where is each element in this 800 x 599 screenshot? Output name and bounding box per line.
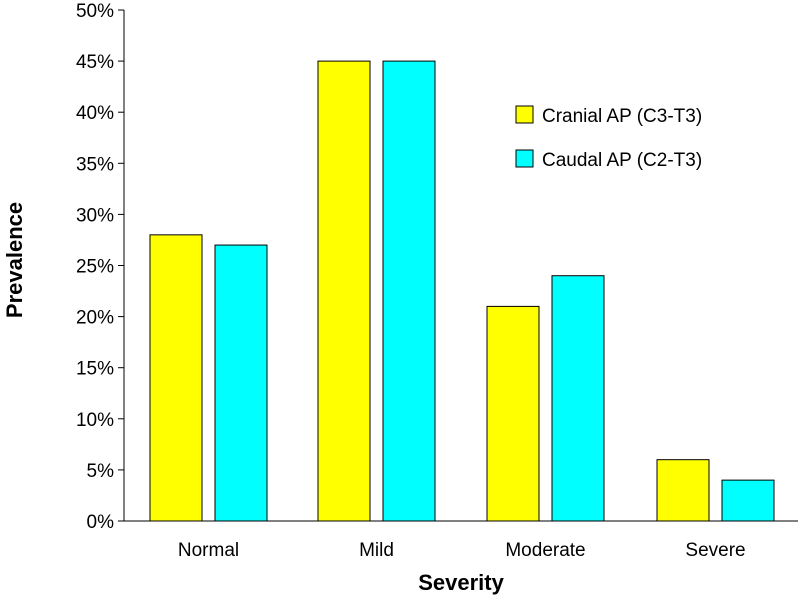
bar-mild-series-2 — [382, 60, 436, 522]
x-axis-category-labels: Normal Mild Moderate Severe — [178, 540, 746, 561]
y-tick-label: 35% — [76, 154, 114, 175]
y-tick-label: 40% — [76, 103, 114, 124]
y-tick-label: 5% — [87, 461, 115, 482]
y-tick-label: 15% — [76, 359, 114, 380]
bar-mild-series-1 — [317, 60, 371, 522]
legend-swatch-series-2 — [515, 149, 534, 168]
x-axis-title: Severity — [418, 570, 504, 595]
y-tick-label: 20% — [76, 308, 114, 329]
y-tick-label: 30% — [76, 205, 114, 226]
legend-swatch-series-1 — [515, 105, 534, 124]
bar-moderate-series-1 — [486, 305, 540, 522]
y-axis-ticks: 0% 5% 10% 15% 20% 25% 30% 35% 40% 45% 50% — [76, 1, 124, 533]
y-axis-title: Prevalence — [2, 202, 27, 318]
x-category-label: Moderate — [505, 540, 585, 561]
y-tick-label: 45% — [76, 52, 114, 73]
bars — [149, 60, 775, 522]
bar-normal-series-1 — [149, 234, 203, 522]
axes — [123, 10, 798, 522]
x-category-label: Mild — [359, 540, 394, 561]
bar-severe-series-1 — [656, 459, 710, 522]
legend: Cranial AP (C3-T3) Caudal AP (C2-T3) — [515, 105, 702, 171]
bar-severe-series-2 — [721, 479, 775, 522]
x-category-label: Normal — [178, 540, 239, 561]
x-category-label: Severe — [685, 540, 745, 561]
y-tick-label: 50% — [76, 1, 114, 22]
bar-normal-series-2 — [214, 244, 268, 522]
y-tick-label: 25% — [76, 257, 114, 278]
y-tick-label: 0% — [87, 512, 115, 533]
legend-label-series-2: Caudal AP (C2-T3) — [542, 150, 702, 171]
legend-label-series-1: Cranial AP (C3-T3) — [542, 106, 702, 127]
bar-moderate-series-2 — [551, 275, 605, 522]
y-tick-label: 10% — [76, 410, 114, 431]
